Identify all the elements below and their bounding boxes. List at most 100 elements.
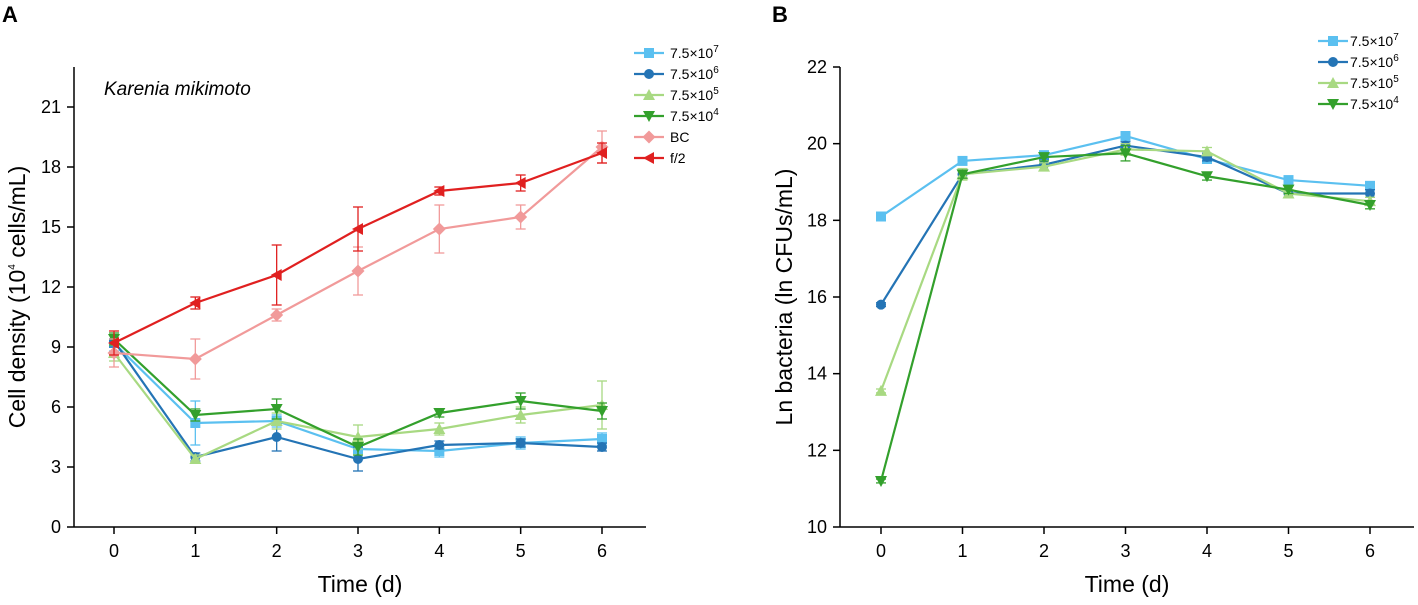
series-4	[875, 144, 1376, 487]
data-point	[1120, 131, 1131, 141]
panel-b-series	[875, 131, 1376, 487]
legend-marker	[1328, 36, 1338, 46]
data-point	[189, 297, 201, 309]
data-point	[514, 210, 528, 224]
data-point	[270, 269, 282, 281]
data-point	[1365, 180, 1375, 191]
y-tick-label: 9	[51, 337, 61, 357]
data-point	[433, 423, 446, 434]
panel-b-x-ticks: 0 1 2 3 4 5 6	[876, 527, 1375, 561]
data-point	[352, 223, 363, 235]
legend-label: 7.5×106	[670, 65, 719, 82]
series-line	[879, 152, 1371, 482]
y-tick-label: 18	[41, 157, 61, 177]
panel-a-x-ticks: 0 1 2 3 4 5 6	[109, 527, 607, 561]
data-point	[188, 352, 202, 366]
legend-label: 7.5×107	[670, 44, 719, 61]
data-point	[515, 438, 526, 448]
legend-marker	[1327, 77, 1339, 88]
data-point	[432, 222, 446, 236]
data-point	[514, 409, 527, 420]
legend-label: 7.5×105	[670, 86, 719, 103]
data-point	[1038, 160, 1050, 172]
legend-item: 7.5×104	[634, 107, 719, 124]
data-point	[433, 408, 446, 419]
legend-item: 7.5×105	[1318, 74, 1399, 91]
data-point	[1201, 171, 1213, 183]
data-point	[875, 384, 887, 396]
legend-label: 7.5×104	[670, 107, 719, 124]
y-tick-label: 16	[807, 287, 827, 307]
legend-item: 7.5×105	[634, 86, 719, 103]
y-tick-label: 18	[807, 210, 827, 230]
legend-marker	[643, 152, 654, 164]
data-point	[190, 418, 201, 428]
x-tick-label: 1	[190, 541, 200, 561]
legend-label: 7.5×104	[1350, 95, 1399, 112]
data-point	[270, 308, 284, 322]
series-4	[108, 332, 608, 456]
panel-a-y-ticks: 0 3 6 9 12 15 18 21	[41, 97, 74, 537]
data-point	[433, 185, 445, 197]
legend-marker	[643, 89, 655, 100]
y-tick-label: 12	[41, 277, 61, 297]
y-tick-label: 15	[41, 217, 61, 237]
data-point	[108, 337, 119, 349]
data-point	[189, 410, 202, 421]
series-2	[876, 140, 1375, 310]
data-point	[514, 177, 526, 189]
y-tick-label: 20	[807, 134, 827, 154]
data-point	[514, 396, 527, 407]
x-tick-label: 2	[1039, 541, 1049, 561]
x-tick-label: 2	[272, 541, 282, 561]
data-point	[1282, 184, 1295, 196]
data-point	[1119, 148, 1132, 160]
data-point	[270, 415, 283, 426]
x-tick-label: 4	[1202, 541, 1212, 561]
y-tick-label: 14	[807, 364, 827, 384]
data-point	[189, 453, 202, 464]
y-tick-label: 21	[41, 97, 61, 117]
panel-a-series	[107, 130, 609, 472]
legend-marker	[644, 69, 654, 79]
x-tick-label: 4	[434, 541, 444, 561]
data-point	[1201, 145, 1213, 157]
x-tick-label: 6	[1365, 541, 1375, 561]
data-point	[351, 264, 365, 278]
data-point	[434, 446, 445, 456]
y-tick-label: 12	[807, 440, 827, 460]
series-line	[880, 144, 1370, 306]
panel-b-x-label: Time (d)	[1085, 571, 1170, 597]
legend-marker	[1327, 99, 1339, 110]
data-point	[1038, 152, 1050, 164]
legend-item: f/2	[634, 150, 686, 166]
data-point	[1283, 175, 1294, 186]
data-point	[596, 406, 608, 417]
panel-b-y-label: Ln bacteria (ln CFUs/mL)	[771, 169, 797, 426]
y-tick-label: 22	[807, 57, 827, 77]
x-tick-label: 5	[1283, 541, 1293, 561]
legend-marker	[642, 130, 656, 144]
series-6	[108, 142, 607, 356]
x-tick-label: 6	[597, 541, 607, 561]
legend-item: 7.5×104	[1318, 95, 1399, 112]
panel-a-y-label: Cell density (104 cells/mL)	[4, 166, 30, 429]
y-tick-label: 0	[51, 517, 61, 537]
panel-a-letter: A	[2, 2, 18, 27]
data-point	[956, 169, 969, 181]
panel-b-y-ticks: 10 12 14 16 18 20 22	[807, 57, 840, 537]
legend-label: BC	[670, 129, 689, 145]
legend-label: 7.5×107	[1350, 32, 1399, 49]
panel-b-legend: 7.5×107 7.5×106 7.5×105 7.5×104	[1318, 32, 1399, 112]
y-tick-label: 6	[51, 397, 61, 417]
data-point	[1364, 200, 1376, 211]
legend-label: f/2	[670, 150, 686, 166]
legend-item: 7.5×107	[634, 44, 719, 61]
data-point	[1365, 188, 1375, 199]
data-point	[597, 434, 607, 444]
x-tick-label: 3	[353, 541, 363, 561]
data-point	[597, 442, 607, 452]
data-point	[352, 442, 364, 453]
data-point	[270, 404, 283, 415]
